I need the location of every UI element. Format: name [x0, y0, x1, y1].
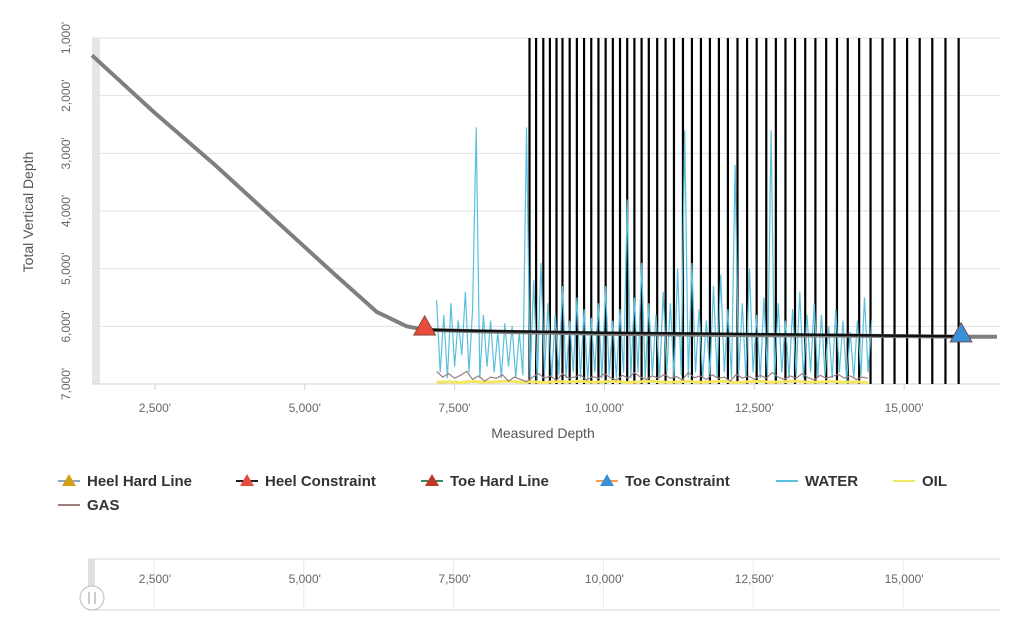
y-tick-label: 4,000' [59, 195, 73, 227]
y-tick-label: 7,000' [59, 368, 73, 400]
legend-label: WATER [805, 473, 858, 490]
lateral-line [424, 328, 965, 338]
legend-label: Heel Hard Line [87, 473, 192, 490]
x-tick-label: 5,000' [289, 401, 321, 415]
legend-item-gas[interactable]: GAS [58, 497, 120, 514]
y-tick-label: 1,000' [59, 22, 73, 54]
navigator[interactable]: 2,500' 5,000' 7,500' 10,000' 12,500' 15,000' [79, 558, 1000, 611]
legend-label: Toe Constraint [625, 473, 730, 490]
legend-item-toe-constraint[interactable]: Toe Constraint [596, 473, 730, 490]
legend-label: OIL [922, 473, 947, 490]
navigator-tick-label: 15,000' [885, 572, 924, 586]
wellpath-layer [90, 53, 997, 339]
legend-triangle-icon [240, 474, 254, 486]
legend-triangle-icon [62, 474, 76, 486]
oil-series-line [436, 379, 869, 385]
x-tick-label: 2,500' [139, 401, 171, 415]
x-tick-label: 12,500' [735, 401, 774, 415]
navigator-tick-label: 2,500' [139, 572, 171, 586]
legend-label: Toe Hard Line [450, 473, 549, 490]
legend-item-oil[interactable]: OIL [893, 473, 947, 490]
y-axis-ticks: 1,000' 2,000' 3,000' 4,000' 5,000' 6,000' 7,00… [59, 22, 73, 400]
x-tick-label: 15,000' [885, 401, 924, 415]
legend-item-heel-hard-line[interactable]: Heel Hard Line [58, 473, 192, 490]
navigator-selected-range[interactable] [88, 559, 95, 610]
y-tick-label: 6,000' [59, 310, 73, 342]
legend-triangle-icon [425, 474, 439, 486]
legend[interactable]: Heel Hard Line Heel Constraint Toe Hard Li… [58, 473, 947, 514]
legend-label: GAS [87, 497, 120, 514]
x-axis-ticks: 2,500' 5,000' 7,500' 10,000' 12,500' 15,000' [139, 384, 924, 415]
navigator-handle[interactable] [79, 585, 105, 611]
legend-item-water[interactable]: WATER [776, 473, 858, 490]
navigator-tick-label: 10,000' [585, 572, 624, 586]
legend-item-toe-hard-line[interactable]: Toe Hard Line [421, 473, 549, 490]
series-layer [436, 127, 873, 385]
navigator-tick-label: 12,500' [735, 572, 774, 586]
legend-triangle-icon [600, 474, 614, 486]
y-axis-label: Total Vertical Depth [20, 152, 36, 273]
x-tick-label: 10,000' [585, 401, 624, 415]
heel-constraint-marker [412, 314, 437, 336]
y-tick-label: 5,000' [59, 253, 73, 285]
navigator-tick-label: 5,000' [289, 572, 321, 586]
water-series-line [436, 127, 873, 382]
legend-item-heel-constraint[interactable]: Heel Constraint [236, 473, 376, 490]
y-tick-label: 2,000' [59, 80, 73, 112]
wellpath-line [90, 53, 997, 339]
y-tick-label: 3,000' [59, 137, 73, 169]
navigator-tick-label: 7,500' [438, 572, 470, 586]
markers [412, 314, 973, 343]
legend-label: Heel Constraint [265, 473, 376, 490]
x-axis-label: Measured Depth [491, 425, 595, 441]
gas-series-line [436, 370, 869, 383]
x-tick-label: 7,500' [438, 401, 470, 415]
toe-constraint-marker [949, 321, 973, 343]
